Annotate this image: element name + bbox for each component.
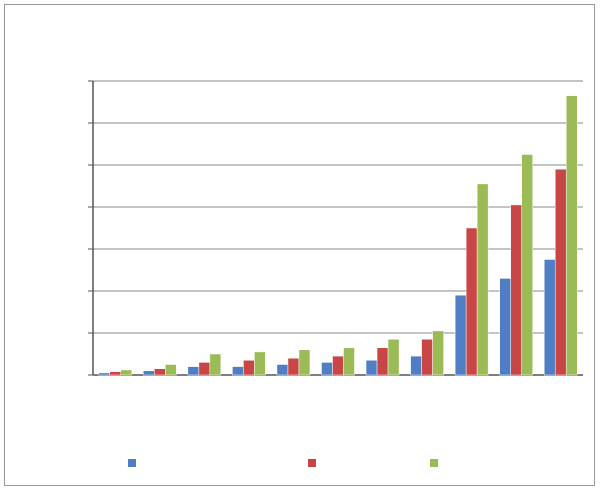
chart-frame bbox=[4, 4, 595, 486]
legend-swatch bbox=[128, 459, 136, 467]
bar-series-2 bbox=[109, 371, 122, 376]
bar-series-1 bbox=[410, 355, 422, 376]
bar-series-2 bbox=[243, 360, 255, 376]
bar-series-1 bbox=[143, 370, 155, 376]
bar-series-3 bbox=[521, 154, 533, 376]
bar-series-1 bbox=[499, 278, 511, 376]
bar-series-2 bbox=[554, 168, 567, 376]
bar-series-3 bbox=[120, 369, 133, 376]
legend-swatch bbox=[430, 459, 438, 467]
bar-series-3 bbox=[209, 353, 222, 376]
bar-series-2 bbox=[332, 355, 344, 376]
bar-series-1 bbox=[543, 259, 556, 376]
bar-series-3 bbox=[298, 349, 311, 376]
bar-series-1 bbox=[98, 372, 111, 376]
bar-series-3 bbox=[165, 364, 177, 376]
bars bbox=[98, 95, 578, 376]
bar-series-2 bbox=[465, 227, 478, 376]
bar-series-2 bbox=[198, 362, 211, 376]
bar-series-1 bbox=[187, 366, 200, 376]
bar-series-1 bbox=[454, 294, 467, 376]
bar-series-2 bbox=[510, 204, 522, 376]
bar-series-3 bbox=[565, 95, 578, 376]
legend-swatch bbox=[308, 459, 316, 467]
bar-series-1 bbox=[276, 364, 289, 376]
bar-series-3 bbox=[387, 339, 400, 376]
bar-series-2 bbox=[154, 368, 166, 376]
bar-series-1 bbox=[321, 362, 333, 376]
legend bbox=[128, 459, 438, 467]
bar-series-3 bbox=[432, 330, 444, 376]
bar-series-3 bbox=[476, 183, 489, 376]
bar-series-3 bbox=[254, 351, 266, 376]
bar-series-1 bbox=[365, 360, 378, 376]
bar-series-2 bbox=[287, 357, 300, 376]
bar-series-1 bbox=[232, 366, 244, 376]
bar-series-3 bbox=[343, 347, 355, 376]
bar-series-2 bbox=[421, 339, 433, 376]
bar-series-2 bbox=[376, 347, 389, 376]
